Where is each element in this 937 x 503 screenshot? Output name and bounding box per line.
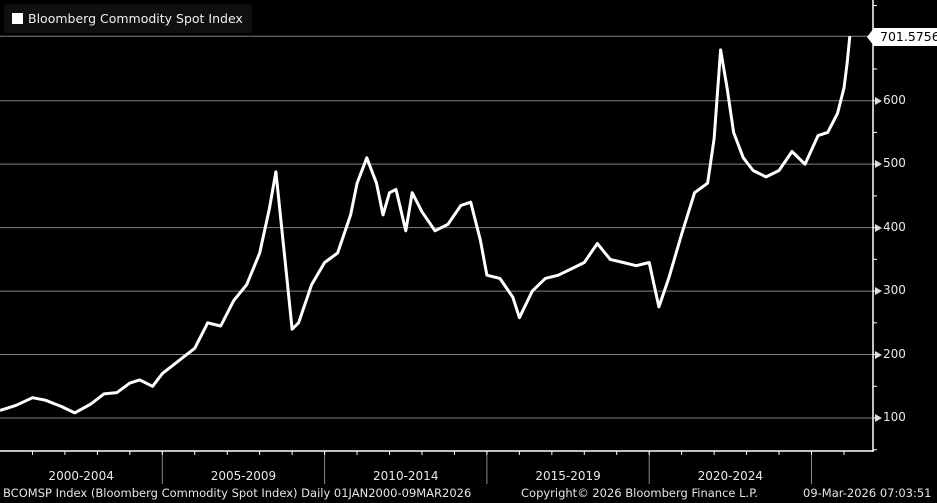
- y-tick-marker-icon: [875, 414, 882, 422]
- y-tick-label: 400: [883, 219, 906, 234]
- legend-swatch-icon: [12, 13, 23, 24]
- y-tick-marker-icon: [875, 160, 882, 169]
- footer-copyright: Copyright© 2026 Bloomberg Finance L.P.: [521, 486, 758, 500]
- y-tick-label: 200: [883, 346, 906, 361]
- y-tick-marker-icon: [875, 223, 882, 232]
- x-period-separators: [161, 451, 812, 484]
- y-tick-label: 300: [883, 283, 906, 298]
- legend-label: Bloomberg Commodity Spot Index: [28, 11, 243, 26]
- y-tick-label: 600: [883, 92, 906, 107]
- index-series-line: [0, 36, 852, 415]
- x-tick-label: 2010-2014: [373, 469, 439, 483]
- y-tick-marker-icon: [875, 287, 882, 296]
- x-tick-label: 2015-2019: [535, 469, 601, 483]
- axes: [0, 0, 877, 455]
- y-tick-marker-icon: [875, 96, 882, 105]
- x-tick-label: 2020-2024: [697, 469, 764, 483]
- footer-timestamp: 09-Mar-2026 07:03:51: [803, 486, 932, 500]
- legend: Bloomberg Commodity Spot Index: [4, 4, 252, 33]
- y-tick-label: 500: [883, 156, 906, 171]
- y-tick-label: 100: [883, 410, 906, 424]
- footer-description: BCOMSP Index (Bloomberg Commodity Spot I…: [3, 486, 472, 500]
- last-value-label: 701.5756: [867, 28, 937, 46]
- y-tick-marker-icon: [875, 350, 882, 359]
- gridlines: [0, 35, 873, 419]
- x-tick-label: 2005-2009: [210, 469, 277, 483]
- x-tick-label: 2000-2004: [48, 469, 114, 483]
